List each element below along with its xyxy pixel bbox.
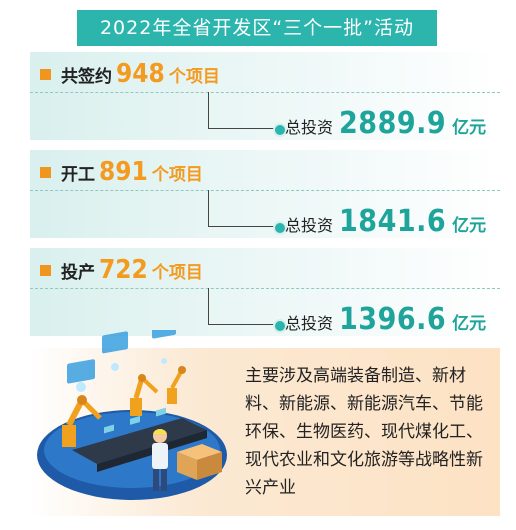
divider <box>30 190 500 191</box>
stat-count-unit: 个项目 <box>151 262 203 283</box>
stat-label: 投产 <box>61 262 95 283</box>
stat-label: 开工 <box>61 164 95 185</box>
bullet-square-icon <box>40 264 51 276</box>
invest-value: 2889.9 <box>339 106 447 141</box>
bullet-square-icon <box>40 68 51 80</box>
divider <box>30 288 500 289</box>
invest-unit: 亿元 <box>452 118 487 138</box>
factory-assembly-line-icon <box>37 330 227 500</box>
invest-label: 总投资 <box>285 216 334 235</box>
stat-card-signed: 共签约 948 个项目 总投资 2889.9 亿元 <box>30 52 500 141</box>
bullet-square-icon <box>40 166 51 178</box>
invest-value: 1396.6 <box>339 302 447 337</box>
stat-count-unit: 个项目 <box>168 66 220 87</box>
page-title: 2022年全省开发区“三个一批”活动 <box>77 10 437 46</box>
connector-dot-icon <box>273 221 287 235</box>
stat-count-unit: 个项目 <box>151 164 203 185</box>
stat-card-produced: 投产 722 个项目 总投资 1396.6 亿元 <box>30 248 500 337</box>
connector-dot-icon <box>273 123 287 137</box>
industry-description: 主要涉及高端装备制造、新材料、新能源、新能源汽车、节能环保、生物医药、现代煤化工… <box>245 366 483 498</box>
invest-value: 1841.6 <box>339 204 447 239</box>
connector-line <box>208 92 279 129</box>
connector-line <box>208 190 279 227</box>
stat-count: 722 <box>99 255 148 285</box>
stat-card-started: 开工 891 个项目 总投资 1841.6 亿元 <box>30 150 500 239</box>
connector-line <box>208 288 279 325</box>
divider <box>30 92 500 93</box>
invest-label: 总投资 <box>285 314 334 333</box>
stat-count: 948 <box>116 59 165 89</box>
stat-label: 共签约 <box>61 66 112 87</box>
stat-count: 891 <box>99 157 148 187</box>
invest-unit: 亿元 <box>452 216 487 236</box>
invest-unit: 亿元 <box>452 314 487 334</box>
connector-dot-icon <box>273 319 287 333</box>
invest-label: 总投资 <box>285 118 334 137</box>
